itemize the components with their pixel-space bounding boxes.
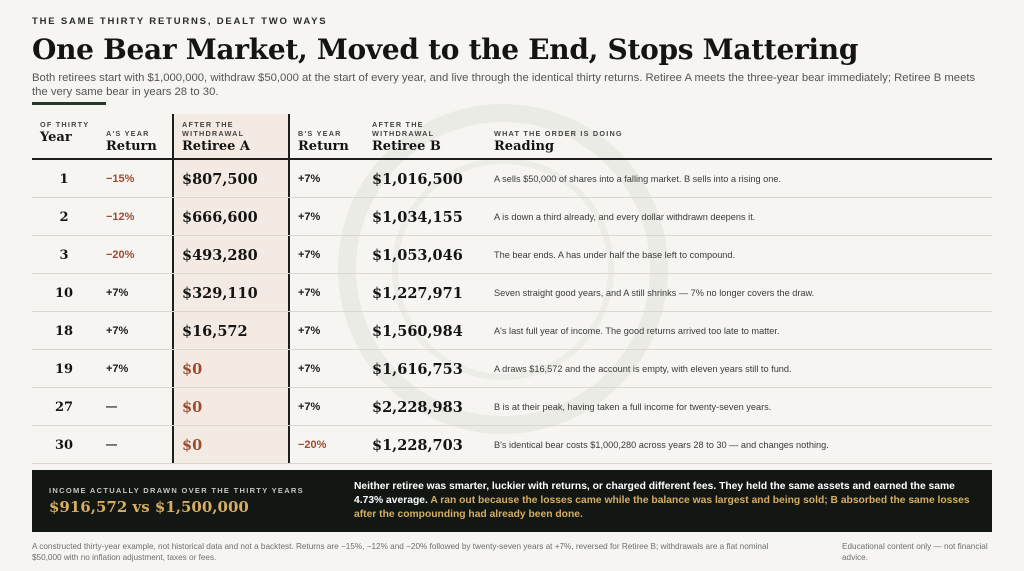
b-return-cell: +7% [298, 173, 321, 185]
reading-cell: B is at their peak, having taken a full … [494, 402, 772, 412]
a-balance-cell: $666,600 [182, 208, 258, 226]
column-divider [172, 114, 174, 464]
a-balance-cell: $0 [182, 398, 203, 416]
table-row: 1 −15% $807,500 +7% $1,016,500 A sells $50,00… [32, 160, 992, 198]
a-balance-cell: $0 [182, 436, 203, 454]
year-cell: 27 [54, 399, 74, 415]
summary-band: INCOME ACTUALLY DRAWN OVER THE THIRTY YE… [32, 470, 992, 532]
disclaimer: Educational content only — not financial… [842, 542, 988, 562]
header-b-balance-small: AFTER THE WITHDRAWAL [372, 120, 435, 138]
a-return-cell: — [106, 401, 117, 413]
accent-rule [32, 102, 106, 105]
retiree-a-shade [172, 114, 288, 464]
header-a-balance: AFTER THE WITHDRAWAL Retiree A [182, 120, 278, 154]
a-return-cell: +7% [106, 287, 129, 299]
header-year-large: Year [40, 130, 72, 145]
header-b-balance: AFTER THE WITHDRAWAL Retiree B [372, 120, 472, 154]
kicker: THE SAME THIRTY RETURNS, DEALT TWO WAYS [32, 16, 328, 27]
b-balance-cell: $1,034,155 [372, 208, 463, 226]
a-balance-cell: $16,572 [182, 322, 248, 340]
year-cell: 19 [54, 361, 74, 377]
column-divider [288, 114, 290, 464]
b-return-cell: +7% [298, 249, 321, 261]
a-balance-cell: $807,500 [182, 170, 258, 188]
table-row: 30 — $0 −20% $1,228,703 B's identical bear co… [32, 426, 992, 464]
b-balance-cell: $1,053,046 [372, 246, 463, 264]
b-balance-cell: $2,228,983 [372, 398, 463, 416]
header-a-return-small: A'S YEAR [106, 129, 150, 138]
b-balance-cell: $1,616,753 [372, 360, 463, 378]
summary-text-gold: A ran out because the losses came while … [354, 495, 970, 520]
a-balance-cell: $0 [182, 360, 203, 378]
table-header: OF THIRTY Year A'S YEAR Return AFTER THE… [32, 114, 992, 160]
a-return-cell: — [106, 439, 117, 451]
header-b-return: B'S YEAR Return [298, 120, 364, 154]
deck: Both retirees start with $1,000,000, wit… [32, 72, 976, 98]
a-return-cell: −15% [106, 173, 135, 185]
b-return-cell: +7% [298, 325, 321, 337]
headline: One Bear Market, Moved to the End, Stops… [32, 33, 859, 66]
year-cell: 10 [54, 285, 74, 301]
year-cell: 18 [54, 323, 74, 339]
header-reading-large: Reading [494, 139, 555, 154]
reading-cell: A is down a third already, and every dol… [494, 212, 756, 222]
reading-cell: B's identical bear costs $1,000,280 acro… [494, 440, 829, 450]
header-b-return-small: B'S YEAR [298, 129, 342, 138]
reading-cell: A sells $50,000 of shares into a falling… [494, 174, 782, 184]
year-cell: 30 [54, 437, 74, 453]
a-balance-cell: $329,110 [182, 284, 258, 302]
header-b-return-large: Return [298, 139, 349, 154]
b-balance-cell: $1,227,971 [372, 284, 463, 302]
a-return-cell: −12% [106, 211, 135, 223]
year-cell: 2 [59, 209, 69, 225]
a-return-cell: +7% [106, 363, 129, 375]
b-return-cell: −20% [298, 439, 327, 451]
reading-cell: Seven straight good years, and A still s… [494, 288, 815, 298]
summary-label: INCOME ACTUALLY DRAWN OVER THE THIRTY YE… [49, 486, 304, 495]
header-a-return-large: Return [106, 139, 157, 154]
reading-cell: The bear ends. A has under half the base… [494, 250, 736, 260]
header-reading-small: WHAT THE ORDER IS DOING [494, 129, 623, 138]
year-cell: 3 [59, 247, 69, 263]
b-balance-cell: $1,016,500 [372, 170, 463, 188]
b-return-cell: +7% [298, 211, 321, 223]
b-return-cell: +7% [298, 363, 321, 375]
summary-text-white: Neither retiree was smarter, luckier wit… [354, 481, 955, 506]
a-balance-cell: $493,280 [182, 246, 258, 264]
table-row: 19 +7% $0 +7% $1,616,753 A draws $16,572 and … [32, 350, 992, 388]
b-return-cell: +7% [298, 401, 321, 413]
table-row: 27 — $0 +7% $2,228,983 B is at their peak, ha… [32, 388, 992, 426]
b-balance-cell: $1,228,703 [372, 436, 463, 454]
table-body: 1 −15% $807,500 +7% $1,016,500 A sells $50,00… [32, 160, 992, 464]
table-row: 2 −12% $666,600 +7% $1,034,155 A is down a th… [32, 198, 992, 236]
summary-figure: $916,572 vs $1,500,000 [49, 498, 249, 516]
header-reading: WHAT THE ORDER IS DOING Reading [494, 120, 794, 154]
b-return-cell: +7% [298, 287, 321, 299]
table-row: 10 +7% $329,110 +7% $1,227,971 Seven straight… [32, 274, 992, 312]
b-balance-cell: $1,560,984 [372, 322, 463, 340]
a-return-cell: −20% [106, 249, 135, 261]
reading-cell: A draws $16,572 and the account is empty… [494, 364, 792, 374]
header-a-return: A'S YEAR Return [106, 120, 168, 154]
header-b-balance-large: Retiree B [372, 139, 441, 154]
header-year: OF THIRTY Year [40, 120, 96, 145]
a-return-cell: +7% [106, 325, 129, 337]
footnote: A constructed thirty-year example, not h… [32, 542, 769, 562]
header-year-small: OF THIRTY [40, 120, 90, 129]
header-a-balance-large: Retiree A [182, 139, 251, 154]
header-a-balance-small: AFTER THE WITHDRAWAL [182, 120, 245, 138]
table-row: 18 +7% $16,572 +7% $1,560,984 A's last full y… [32, 312, 992, 350]
year-cell: 1 [59, 171, 69, 187]
table-row: 3 −20% $493,280 +7% $1,053,046 The bear ends.… [32, 236, 992, 274]
summary-text: Neither retiree was smarter, luckier wit… [354, 480, 974, 522]
reading-cell: A's last full year of income. The good r… [494, 326, 780, 336]
